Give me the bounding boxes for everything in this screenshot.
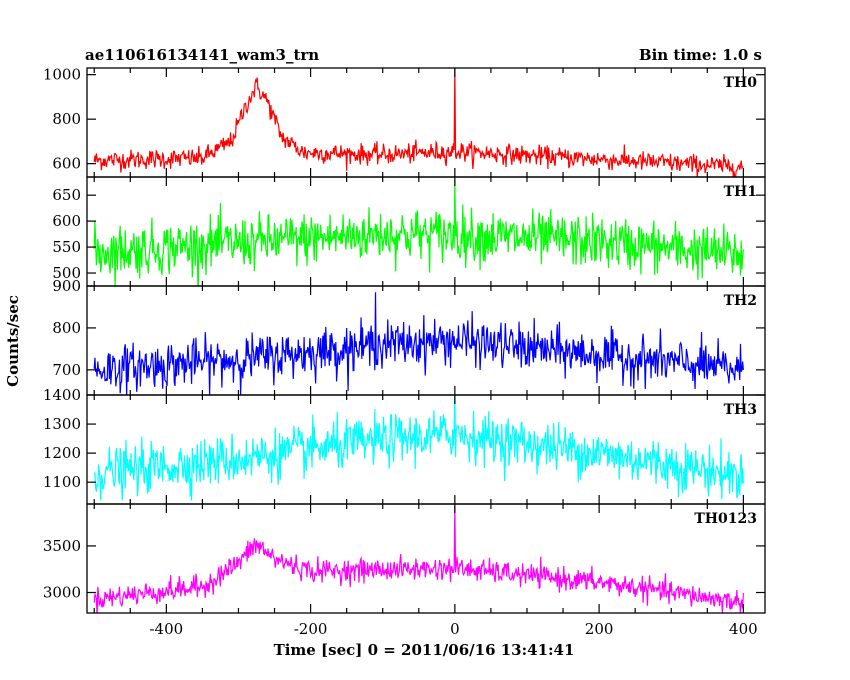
chart-title-left: ae110616134141_wam3_trn	[85, 46, 319, 64]
x-tick-label: -200	[294, 620, 328, 638]
y-tick-label: 1100	[43, 473, 81, 491]
panel-label-th2: TH2	[724, 293, 757, 309]
panel-label-th1: TH1	[724, 184, 757, 200]
y-tick-label: 500	[52, 264, 81, 282]
series-line-th2	[93, 292, 744, 395]
y-axis-label: Counts/sec	[4, 295, 22, 387]
panel-label-th3: TH3	[724, 402, 757, 418]
panel-th0: 600 800 1000 TH0	[43, 66, 766, 178]
y-tick-label: 1400	[43, 386, 81, 404]
series-line-th0	[93, 68, 744, 177]
panel-frame	[86, 503, 766, 614]
panel-th2: 700 800 900 TH2	[52, 277, 766, 396]
series-line-th3	[93, 395, 744, 501]
panel-th3: 1100 1200 1300 1400 TH3	[43, 386, 766, 505]
y-tick-label: 800	[52, 319, 81, 337]
y-tick-label: 800	[52, 110, 81, 128]
panel-label-th0: TH0	[724, 75, 758, 91]
series-line-th0123	[93, 505, 744, 613]
y-tick-label: 3500	[43, 537, 81, 555]
x-tick-label: 400	[729, 620, 758, 638]
y-tick-label: 550	[52, 238, 81, 256]
y-tick-label: 1000	[43, 66, 81, 84]
y-tick-label: 600	[52, 155, 81, 173]
panels-group: 600 800 1000 TH0 500 550 600 650 TH1 700 800 900 TH2…	[43, 66, 766, 638]
y-tick-label: 600	[52, 212, 81, 230]
y-tick-label: 900	[52, 277, 81, 295]
x-tick-label: -400	[149, 620, 183, 638]
panel-th1: 500 550 600 650 TH1	[52, 176, 766, 287]
panel-th0123: 3000 3500 TH0123	[43, 503, 766, 614]
x-axis-label: Time [sec] 0 = 2011/06/16 13:41:41	[274, 641, 575, 659]
y-tick-label: 1200	[43, 444, 81, 462]
chart-title-right: Bin time: 1.0 s	[639, 46, 762, 64]
y-tick-label: 3000	[43, 584, 81, 602]
panel-label-th0123: TH0123	[694, 511, 757, 527]
series-line-th1	[93, 179, 744, 286]
y-tick-label: 1300	[43, 415, 81, 433]
x-tick-label: 0	[450, 620, 460, 638]
y-tick-label: 700	[52, 361, 81, 379]
y-tick-label: 650	[52, 186, 81, 204]
x-tick-label: 200	[585, 620, 614, 638]
